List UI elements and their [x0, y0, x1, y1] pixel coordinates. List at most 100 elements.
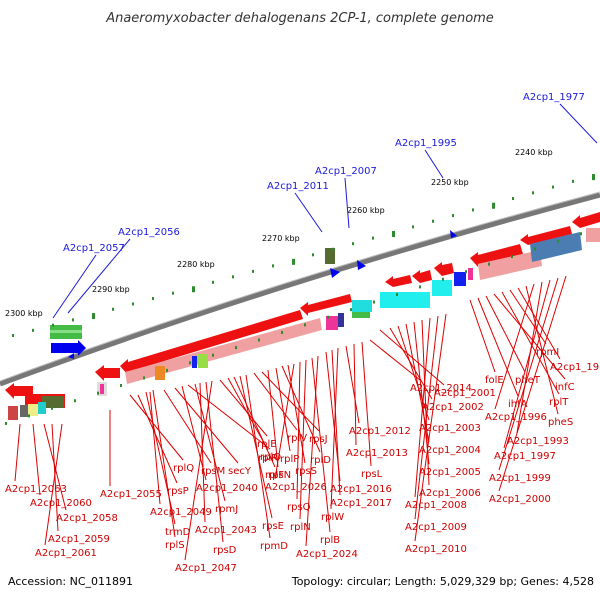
kbp-tick-label: 2300 kbp	[5, 309, 43, 318]
scale-tick	[292, 258, 295, 265]
gene-label: rpsJ	[309, 434, 328, 445]
scale-tick	[592, 174, 595, 181]
gene-block	[352, 312, 370, 318]
scale-tick	[432, 219, 434, 223]
scale-tick	[235, 346, 237, 350]
gene-label: rplF	[265, 470, 284, 481]
label-leader-line	[299, 359, 307, 520]
gene-block	[198, 354, 208, 368]
gene-label: A2cp1_2001	[434, 388, 496, 399]
scale-tick	[350, 308, 352, 312]
gene-label: A2cp1_2055	[100, 489, 162, 500]
label-leader-lines	[14, 103, 598, 561]
scale-tick	[192, 286, 195, 293]
kbp-tick-label: 2240 kbp	[515, 148, 553, 157]
label-leader-line	[184, 380, 213, 561]
scale-tick	[412, 225, 414, 229]
kbp-tick-label: 2290 kbp	[92, 285, 130, 294]
gene-label: rpmD	[260, 541, 288, 552]
label-leader-line	[414, 317, 431, 498]
gene-label: rplB	[320, 535, 340, 546]
gene-arrow-blue	[450, 230, 457, 238]
gene-label: A2cp1_2056	[118, 227, 180, 238]
scale-tick	[327, 315, 329, 319]
label-leader-line	[52, 254, 97, 319]
gene-label: A2cp1_2010	[405, 544, 467, 555]
gene-label: rpsD	[213, 545, 237, 556]
label-leader-line	[261, 371, 320, 432]
gene-arrow-blue	[68, 353, 74, 359]
label-leader-line	[485, 295, 526, 373]
scale-tick	[258, 338, 260, 342]
gene-label: rpsL	[361, 469, 383, 480]
label-leader-line	[494, 283, 535, 410]
label-leader-line	[414, 315, 439, 520]
label-leader-line	[32, 423, 41, 496]
gene-label: rplE	[257, 439, 277, 450]
label-leader-line	[344, 177, 350, 229]
gene-label: A2cp1_2026	[265, 482, 327, 493]
gene-block	[28, 404, 38, 416]
scale-tick	[252, 269, 254, 273]
label-leader-line	[275, 367, 291, 452]
label-leader-line	[421, 319, 430, 486]
label-leader-line	[353, 343, 357, 446]
scale-tick	[557, 239, 559, 243]
scale-tick	[572, 179, 574, 183]
gene-label: A2cp1_2057	[63, 243, 125, 254]
gene-label: A2cp1_2012	[349, 426, 411, 437]
scale-tick	[488, 262, 490, 266]
scale-tick	[212, 353, 214, 357]
label-leader-line	[44, 423, 63, 546]
gene-label: rpsP	[167, 486, 189, 497]
gene-label: A2cp1_2009	[405, 522, 467, 533]
gene-label: A2cp1_2060	[30, 498, 92, 509]
label-leader-line	[149, 391, 161, 505]
gene-block	[478, 250, 542, 280]
gene-label: A2cp1_2058	[56, 513, 118, 524]
gene-block	[352, 300, 372, 312]
label-leader-line	[517, 287, 561, 360]
gene-label: A2cp1_2043	[195, 525, 257, 536]
scale-tick	[332, 247, 334, 251]
label-leader-line	[469, 299, 496, 373]
gene-block	[155, 366, 165, 380]
label-leader-line	[330, 347, 339, 510]
gene-label: pheT	[515, 375, 541, 386]
gene-block	[326, 316, 338, 330]
gene-block	[20, 405, 28, 417]
gene-label: A2cp1_2004	[419, 445, 481, 456]
label-leader-line	[205, 381, 224, 543]
scale-tick	[442, 277, 444, 281]
label-leader-line	[296, 361, 301, 500]
gene-label: rplN	[290, 522, 311, 533]
scale-tick	[272, 264, 274, 268]
label-leader-line	[413, 321, 430, 465]
scale-tick	[304, 323, 306, 327]
gene-label: trmD	[165, 527, 191, 538]
label-leader-line	[281, 365, 321, 453]
scale-tick	[166, 368, 168, 372]
scale-tick	[373, 300, 375, 304]
gene-block	[38, 402, 46, 414]
scale-tick	[472, 208, 474, 212]
upper-gene-labels: A2cp1_1977 A2cp1_1995 A2cp1_2007 A2cp1_2011…	[63, 92, 585, 254]
gene-label: rpsS	[295, 466, 317, 477]
scale-tick	[172, 291, 174, 295]
label-leader-line	[152, 389, 176, 538]
gene-arrow-blue	[357, 260, 366, 270]
gene-label: rplS	[165, 540, 185, 551]
scale-tick	[51, 406, 53, 410]
label-leader-line	[516, 281, 543, 434]
gene-block	[50, 330, 82, 333]
gene-label: A2cp1_2024	[296, 549, 358, 560]
scale-tick	[132, 302, 134, 306]
label-leader-line	[503, 279, 551, 449]
label-leader-line	[233, 376, 276, 468]
scale-tick	[120, 384, 122, 388]
label-leader-line	[501, 291, 560, 395]
scale-tick	[452, 214, 454, 218]
label-leader-line	[181, 385, 207, 481]
kbp-tick-label: 2280 kbp	[177, 260, 215, 269]
